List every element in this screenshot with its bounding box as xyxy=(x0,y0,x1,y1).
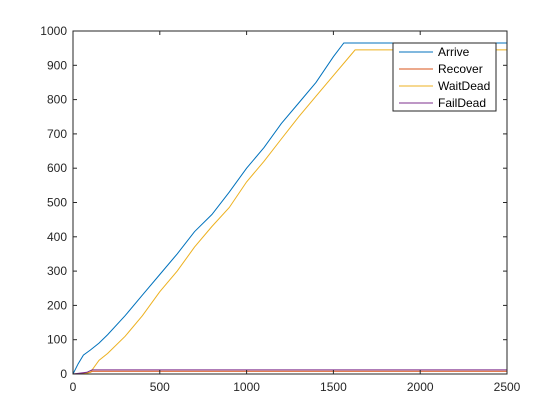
x-tick-label: 1500 xyxy=(320,380,347,394)
y-tick-label: 1000 xyxy=(40,24,67,38)
legend: Arrive Recover WaitDead FailDead xyxy=(392,42,497,112)
x-tick-label: 0 xyxy=(70,380,77,394)
y-tick-label: 200 xyxy=(47,298,67,312)
series-line-waitdead xyxy=(73,49,507,375)
legend-label-arrive: Arrive xyxy=(438,45,470,59)
y-tick-label: 300 xyxy=(47,264,67,278)
y-tick-label: 900 xyxy=(47,58,67,72)
series-line-faildead xyxy=(72,369,507,375)
legend-label-waitdead: WaitDead xyxy=(438,79,490,93)
x-tick-label: 1000 xyxy=(233,380,260,394)
x-tick-label: 2000 xyxy=(407,380,434,394)
legend-label-faildead: FailDead xyxy=(438,96,486,110)
y-tick-label: 600 xyxy=(47,161,67,175)
legend-label-recover: Recover xyxy=(438,62,483,76)
y-tick-label: 800 xyxy=(47,93,67,107)
series-line-arrive xyxy=(72,42,507,375)
y-tick-label: 400 xyxy=(47,230,67,244)
x-tick-label: 2500 xyxy=(494,380,521,394)
y-tick-label: 700 xyxy=(47,127,67,141)
y-tick-label: 100 xyxy=(47,333,67,347)
y-tick-label: 0 xyxy=(60,367,67,381)
legend-box xyxy=(392,42,497,112)
x-tick-label: 500 xyxy=(150,380,170,394)
axes: 0 500 1000 1500 2000 2500 0 100 200 300 400 500 600 7… xyxy=(40,24,520,394)
y-tick-label: 500 xyxy=(47,196,67,210)
